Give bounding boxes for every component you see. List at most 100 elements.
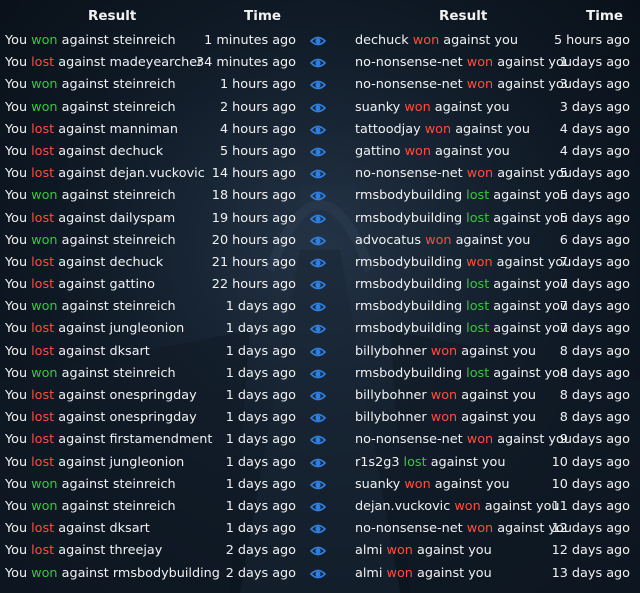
player-name: tattoodjay (355, 121, 425, 137)
time-ago: 4 hours ago (219, 121, 296, 137)
table-row: You lost against dksart 1 days ago (0, 341, 345, 363)
outcome-word: won (412, 33, 440, 48)
eye-icon[interactable] (309, 190, 327, 202)
eye-icon[interactable] (309, 346, 327, 358)
opponent-games-column: Result Time dechuck won against you 5 hou… (345, 0, 640, 585)
eye-icon[interactable] (309, 412, 327, 424)
opponent-text: against you (493, 55, 572, 71)
time-ago: 9 days ago (559, 432, 630, 448)
table-row: You won against steinreich 1 days ago (0, 363, 345, 385)
player-name: rmsbodybuilding (355, 277, 467, 293)
eye-icon[interactable] (309, 257, 327, 269)
result-text: no-nonsense-net won against you (355, 521, 572, 536)
time-ago: 18 hours ago (211, 188, 296, 204)
result-text: You lost against dechuck (5, 144, 163, 159)
opponent-text: against you (457, 410, 536, 426)
eye-icon[interactable] (309, 146, 327, 158)
player-name: You (5, 365, 32, 381)
player-name: billybohner (355, 410, 431, 426)
player-name: billybohner (355, 343, 431, 359)
result-text: no-nonsense-net won against you (355, 55, 572, 70)
result-text: You won against steinreich (5, 299, 176, 314)
eye-icon[interactable] (309, 57, 327, 69)
eye-icon[interactable] (309, 124, 327, 136)
time-ago: 5 days ago (559, 188, 630, 204)
player-name: gattino (355, 143, 405, 159)
eye-icon[interactable] (309, 457, 327, 469)
time-ago: 21 hours ago (211, 254, 296, 270)
eye-icon[interactable] (309, 523, 327, 535)
eye-icon[interactable] (309, 501, 327, 513)
table-row: rmsbodybuilding lost against you 7 days a… (345, 274, 640, 296)
outcome-word: won (466, 166, 494, 182)
opponent-text: against you (430, 143, 510, 159)
eye-icon[interactable] (309, 102, 327, 114)
eye-icon[interactable] (309, 35, 327, 47)
outcome-word: won (430, 410, 458, 426)
time-ago: 1 days ago (225, 365, 296, 381)
eye-icon[interactable] (309, 368, 327, 380)
outcome-word: lost (466, 299, 490, 315)
player-name: rmsbodybuilding (355, 321, 467, 337)
time-ago: 1 days ago (225, 299, 296, 315)
outcome-word: lost (31, 277, 55, 293)
table-row: You won against steinreich 1 days ago (0, 474, 345, 496)
eye-icon[interactable] (309, 545, 327, 557)
time-ago: 1 days ago (559, 55, 630, 71)
outcome-word: won (31, 498, 58, 514)
table-row: You won against steinreich 2 hours ago (0, 97, 345, 119)
result-text: You lost against threejay (5, 543, 162, 558)
table-row: billybohner won against you 8 days ago (345, 407, 640, 429)
eye-icon[interactable] (309, 279, 327, 291)
opponent-text: against jungleonion (54, 454, 185, 470)
eye-icon[interactable] (309, 390, 327, 402)
player-name: dejan.vuckovic (355, 498, 455, 514)
eye-icon[interactable] (309, 213, 327, 225)
eye-icon[interactable] (309, 235, 327, 247)
eye-icon[interactable] (309, 79, 327, 91)
time-ago: 3 days ago (559, 77, 630, 93)
outcome-word: won (31, 99, 58, 115)
time-ago: 6 days ago (559, 232, 630, 248)
table-row: gattino won against you 4 days ago (345, 141, 640, 163)
result-text: You lost against onespringday (5, 388, 197, 403)
opponent-text: against you (412, 543, 492, 559)
result-text: You lost against madeyearcher (5, 55, 202, 70)
result-text: almi won against you (355, 543, 492, 558)
opponent-text: against you (493, 521, 572, 537)
eye-icon[interactable] (309, 301, 327, 313)
result-text: You won against steinreich (5, 477, 176, 492)
table-row: You lost against firstamendment 1 days ag… (0, 429, 345, 451)
eye-icon[interactable] (309, 323, 327, 335)
opponent-text: against rmsbodybuilding (57, 565, 220, 581)
eye-icon[interactable] (309, 568, 327, 580)
player-name: You (5, 254, 32, 270)
outcome-word: won (466, 55, 494, 71)
table-row: You lost against threejay 2 days ago (0, 540, 345, 562)
opponent-text: against onespringday (54, 410, 197, 426)
opponent-text: against you (489, 210, 569, 226)
opponent-text: against you (451, 232, 531, 248)
eye-icon[interactable] (309, 168, 327, 180)
table-row: almi won against you 12 days ago (345, 540, 640, 562)
outcome-word: won (386, 565, 413, 581)
player-name: You (5, 543, 32, 559)
result-header: Result (88, 8, 137, 24)
time-header: Time (586, 8, 624, 24)
opponent-text: against dksart (54, 343, 150, 359)
result-text: almi won against you (355, 566, 492, 581)
eye-icon[interactable] (309, 479, 327, 491)
table-row: almi won against you 13 days ago (345, 563, 640, 585)
table-row: You lost against onespringday 1 days ago (0, 407, 345, 429)
player-name: almi (355, 565, 387, 581)
player-name: You (5, 388, 32, 403)
opponent-text: against gattino (54, 277, 155, 293)
eye-icon[interactable] (309, 434, 327, 446)
outcome-word: won (31, 365, 58, 381)
outcome-word: lost (31, 543, 55, 559)
opponent-text: against madeyearcher (54, 55, 203, 71)
outcome-word: won (386, 543, 413, 559)
time-ago: 8 days ago (559, 365, 630, 381)
table-row: r1s2g3 lost against you 10 days ago (345, 452, 640, 474)
time-ago: 5 days ago (559, 166, 630, 182)
